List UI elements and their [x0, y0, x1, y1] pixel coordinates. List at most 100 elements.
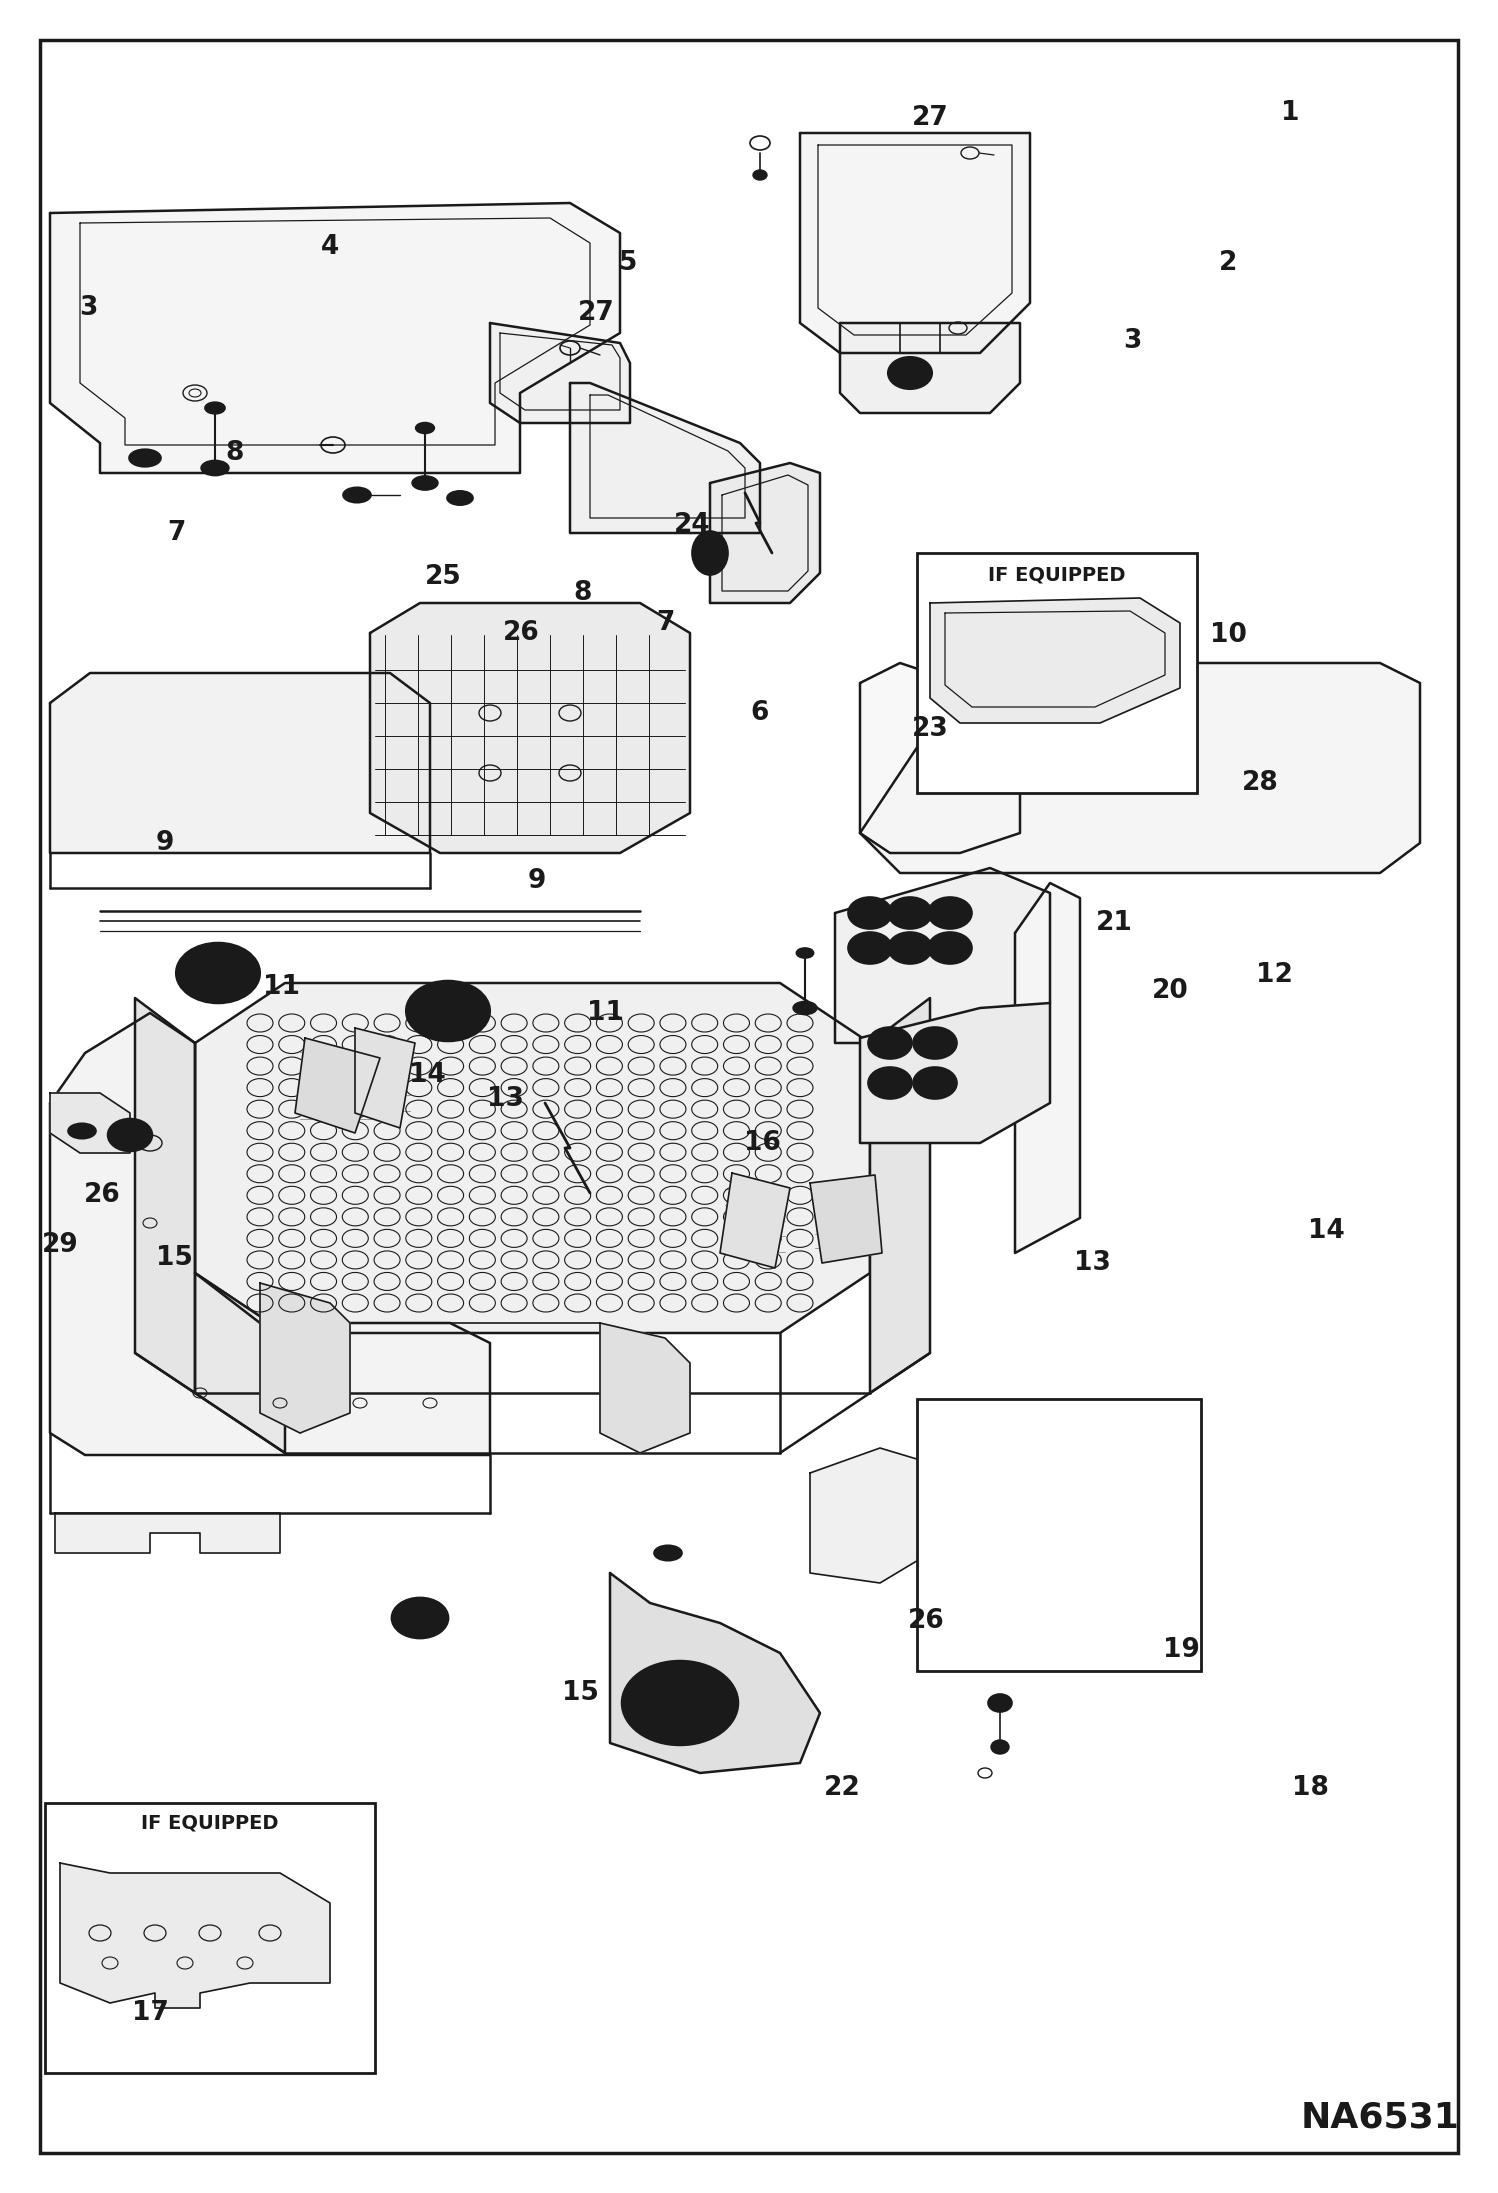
Ellipse shape [406, 980, 490, 1042]
Text: 26: 26 [503, 621, 539, 647]
Ellipse shape [888, 932, 932, 965]
Text: 9: 9 [527, 868, 547, 895]
Polygon shape [195, 1272, 285, 1454]
Ellipse shape [412, 476, 437, 491]
Text: 2: 2 [1219, 250, 1237, 276]
Text: 25: 25 [424, 564, 461, 590]
Text: 13: 13 [487, 1086, 523, 1112]
Ellipse shape [129, 450, 160, 467]
Ellipse shape [848, 897, 891, 930]
Polygon shape [870, 998, 930, 1393]
Ellipse shape [927, 932, 972, 965]
Polygon shape [860, 662, 1420, 873]
Polygon shape [721, 1173, 789, 1268]
Text: 19: 19 [1162, 1636, 1200, 1662]
Bar [917, 1399, 1201, 1671]
Polygon shape [860, 1002, 1050, 1143]
Text: 21: 21 [1095, 910, 1132, 936]
Polygon shape [860, 662, 1020, 853]
Polygon shape [571, 384, 759, 533]
Text: 29: 29 [42, 1232, 78, 1259]
Text: 3: 3 [79, 296, 97, 320]
Polygon shape [49, 673, 430, 853]
Polygon shape [55, 1513, 280, 1553]
Ellipse shape [992, 1739, 1010, 1754]
Ellipse shape [416, 423, 434, 434]
Polygon shape [370, 603, 691, 853]
Text: 10: 10 [1209, 623, 1246, 647]
Ellipse shape [108, 1118, 151, 1151]
Text: 5: 5 [619, 250, 637, 276]
Polygon shape [135, 998, 195, 1393]
Polygon shape [810, 1447, 930, 1583]
Ellipse shape [848, 932, 891, 965]
Ellipse shape [622, 1660, 739, 1746]
Ellipse shape [67, 1123, 96, 1138]
Ellipse shape [792, 1002, 816, 1015]
Polygon shape [610, 1572, 819, 1772]
Polygon shape [840, 322, 1020, 412]
Polygon shape [355, 1029, 415, 1127]
Text: 16: 16 [743, 1129, 780, 1156]
Ellipse shape [795, 1002, 813, 1013]
Polygon shape [810, 1175, 882, 1263]
Text: 3: 3 [1124, 329, 1141, 353]
Ellipse shape [867, 1026, 912, 1059]
Ellipse shape [753, 171, 767, 180]
Polygon shape [834, 868, 1050, 1044]
Polygon shape [490, 322, 631, 423]
Text: 1: 1 [1281, 101, 1299, 125]
Polygon shape [195, 982, 870, 1333]
Polygon shape [261, 1283, 351, 1432]
Ellipse shape [797, 947, 813, 958]
Ellipse shape [205, 401, 225, 414]
Polygon shape [930, 599, 1180, 724]
Ellipse shape [207, 463, 225, 474]
Text: 14: 14 [1308, 1217, 1344, 1243]
Bar [917, 553, 1197, 794]
Polygon shape [49, 204, 620, 474]
Polygon shape [1016, 884, 1080, 1252]
Text: 14: 14 [409, 1061, 445, 1088]
Text: 6: 6 [750, 700, 768, 726]
Polygon shape [49, 1013, 490, 1454]
Text: 11: 11 [264, 974, 301, 1000]
Polygon shape [1050, 662, 1150, 752]
Text: 7: 7 [166, 520, 186, 546]
Text: NA6531: NA6531 [1300, 2101, 1459, 2136]
Bar [45, 1803, 374, 2072]
Text: 8: 8 [226, 441, 244, 465]
Ellipse shape [201, 461, 229, 476]
Polygon shape [710, 463, 819, 603]
Ellipse shape [692, 531, 728, 575]
Polygon shape [49, 1092, 130, 1154]
Text: 11: 11 [587, 1000, 625, 1026]
Text: 17: 17 [132, 2000, 168, 2026]
Text: IF EQUIPPED: IF EQUIPPED [989, 566, 1126, 586]
Text: 15: 15 [562, 1680, 598, 1706]
Text: 28: 28 [1242, 770, 1278, 796]
Ellipse shape [912, 1026, 957, 1059]
Polygon shape [601, 1322, 691, 1454]
Text: 8: 8 [574, 579, 592, 605]
Ellipse shape [175, 943, 261, 1002]
Ellipse shape [888, 897, 932, 930]
Text: 26: 26 [908, 1607, 944, 1634]
Polygon shape [60, 1864, 330, 2009]
Polygon shape [295, 1037, 380, 1134]
Text: 27: 27 [578, 300, 614, 327]
Ellipse shape [989, 1693, 1013, 1713]
Polygon shape [800, 134, 1031, 353]
Ellipse shape [343, 487, 372, 502]
Text: 9: 9 [156, 829, 174, 855]
Text: 13: 13 [1074, 1250, 1110, 1276]
Text: 12: 12 [1255, 963, 1293, 989]
Text: 23: 23 [912, 715, 948, 741]
Text: 22: 22 [824, 1774, 860, 1800]
Text: 15: 15 [156, 1246, 192, 1272]
Text: IF EQUIPPED: IF EQUIPPED [141, 1814, 279, 1833]
Text: 18: 18 [1291, 1774, 1329, 1800]
Ellipse shape [912, 1068, 957, 1099]
Text: 26: 26 [84, 1182, 120, 1208]
Ellipse shape [416, 478, 434, 489]
